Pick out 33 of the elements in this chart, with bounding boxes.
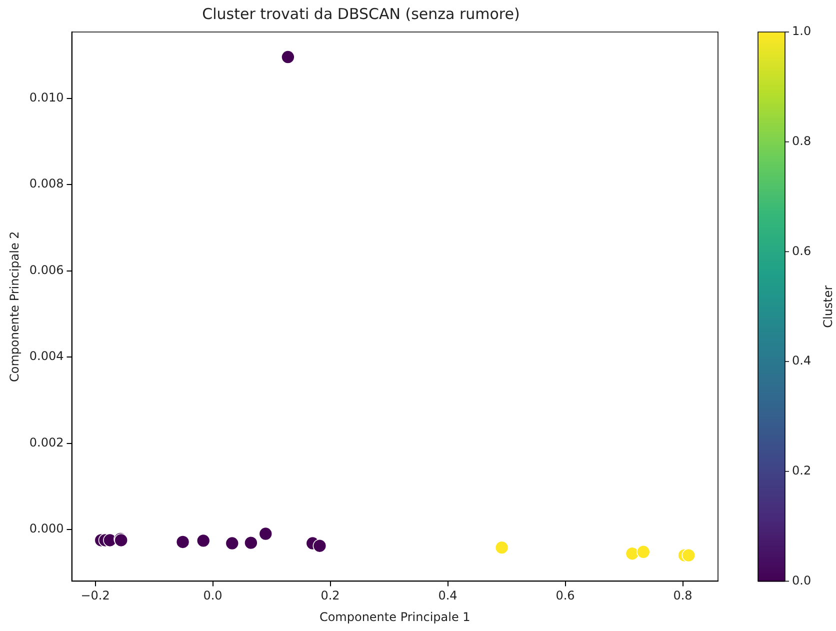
- y-tick-label: 0.002: [29, 435, 64, 450]
- color-bar-label: 0.8: [792, 134, 812, 148]
- point: [682, 548, 696, 562]
- color-bar-label: 0.4: [792, 354, 812, 368]
- x-tick-label: 0.2: [320, 588, 340, 603]
- point: [258, 526, 273, 541]
- y-tick-label: 0.006: [29, 262, 64, 277]
- y-tick-label: 0.000: [29, 522, 64, 536]
- point: [281, 50, 295, 64]
- point: [196, 534, 210, 548]
- color-bar-label: 0.0: [792, 573, 812, 588]
- y-tick-label: 0.004: [29, 349, 64, 364]
- chart-title: Cluster trovati da DBSCAN (senza rumore): [202, 4, 520, 23]
- y-axis-title: Componente Principale 2: [7, 231, 22, 382]
- point: [625, 546, 640, 561]
- point: [244, 536, 258, 550]
- point: [312, 538, 327, 553]
- y-tick-label: 0.008: [29, 176, 64, 191]
- x-tick-label: −0.2: [80, 588, 110, 603]
- color-bar-label: 0.6: [792, 244, 812, 258]
- point: [494, 540, 509, 554]
- x-tick-label: 0.0: [203, 588, 222, 603]
- x-axis-title: Componente Principale 1: [319, 610, 470, 624]
- color-bar-label: 1.0: [792, 24, 812, 38]
- x-tick-label: 0.4: [438, 588, 458, 603]
- color-bar-label: 0.2: [792, 463, 812, 478]
- x-tick-label: 0.6: [556, 588, 575, 603]
- x-tick-label: 0.8: [673, 588, 692, 603]
- y-tick-label: 0.010: [29, 90, 64, 105]
- point: [225, 536, 240, 550]
- color-bar-title: Cluster: [821, 285, 836, 328]
- point: [176, 535, 190, 549]
- point: [636, 544, 650, 559]
